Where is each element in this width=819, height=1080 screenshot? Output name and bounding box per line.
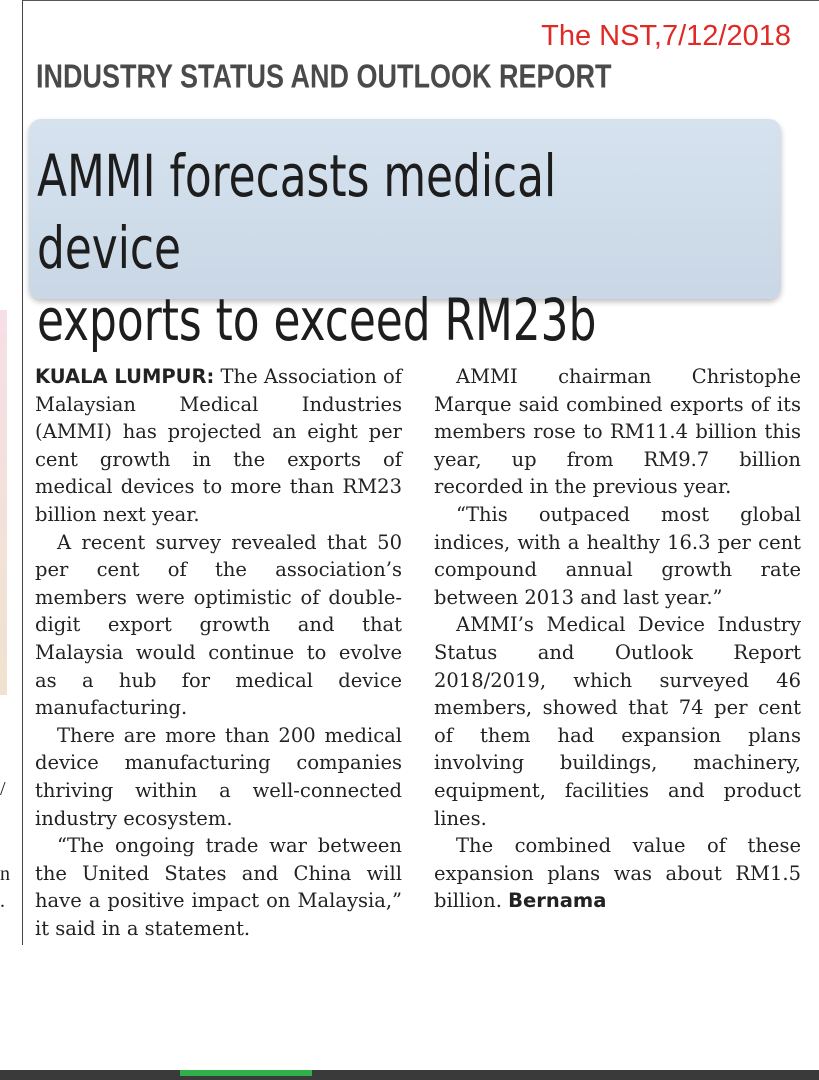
bottom-progress-accent <box>180 1070 312 1076</box>
paragraph: There are more than 200 medical device m… <box>35 723 402 830</box>
paragraph-text: The combined value of these expansion pl… <box>434 834 801 913</box>
paragraph: The combined value of these expansion pl… <box>434 832 801 915</box>
article-column-1: KUALA LUMPUR: The Association of Malaysi… <box>35 363 402 942</box>
paragraph: “This outpaced most global indices, with… <box>434 502 801 609</box>
section-kicker: INDUSTRY STATUS AND OUTLOOK REPORT <box>36 58 612 95</box>
headline: AMMI forecasts medical device exports to… <box>37 142 597 354</box>
top-rule <box>22 0 819 1</box>
paragraph: AMMI’s Medical Device Industry Status an… <box>434 613 801 830</box>
article-column-2: AMMI chairman Christophe Marque said com… <box>434 363 801 915</box>
source-note: The NST,7/12/2018 <box>541 20 791 52</box>
adjacent-page-strip <box>0 310 7 695</box>
edge-fragment: n <box>0 863 10 885</box>
dateline: KUALA LUMPUR: <box>35 365 215 388</box>
paragraph: A recent survey revealed that 50 per cen… <box>35 530 402 720</box>
edge-fragment: / <box>0 778 6 800</box>
bottom-bar <box>0 1070 819 1080</box>
paragraph-text: The Association of Malaysian Medical Ind… <box>35 365 403 526</box>
paragraph: AMMI chairman Christophe Marque said com… <box>434 365 801 499</box>
byline: Bernama <box>508 889 607 913</box>
column-divider <box>22 0 23 945</box>
paragraph: KUALA LUMPUR: The Association of Malaysi… <box>35 363 402 529</box>
edge-fragment: . <box>0 890 5 912</box>
headline-box <box>29 119 781 299</box>
paragraph: “The ongoing trade war between the Unite… <box>35 834 402 940</box>
